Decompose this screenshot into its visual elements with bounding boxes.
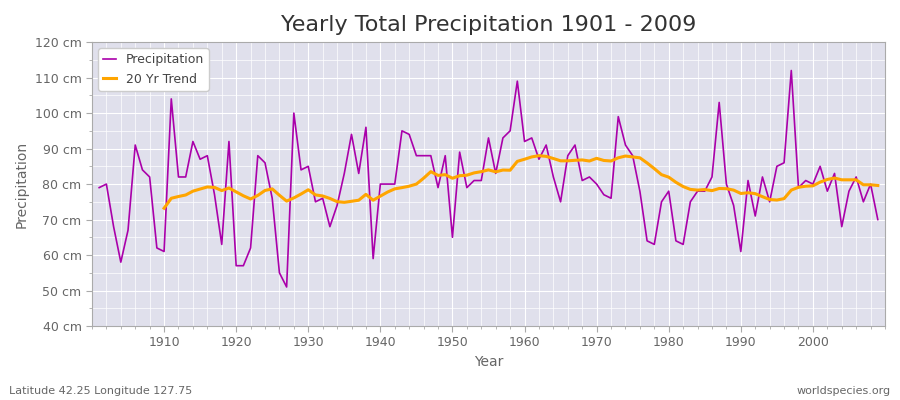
Y-axis label: Precipitation: Precipitation bbox=[15, 140, 29, 228]
Precipitation bbox=[872, 217, 883, 222]
Line: 20 Yr Trend: 20 Yr Trend bbox=[164, 156, 877, 208]
Precipitation bbox=[281, 284, 292, 289]
Precipitation bbox=[786, 68, 796, 73]
20 Yr Trend bbox=[158, 206, 169, 211]
Text: Latitude 42.25 Longitude 127.75: Latitude 42.25 Longitude 127.75 bbox=[9, 386, 193, 396]
Precipitation bbox=[94, 185, 104, 190]
20 Yr Trend bbox=[325, 196, 336, 201]
Legend: Precipitation, 20 Yr Trend: Precipitation, 20 Yr Trend bbox=[98, 48, 209, 91]
20 Yr Trend bbox=[822, 177, 832, 182]
20 Yr Trend bbox=[591, 156, 602, 161]
Precipitation bbox=[151, 246, 162, 250]
X-axis label: Year: Year bbox=[473, 355, 503, 369]
20 Yr Trend bbox=[295, 192, 306, 196]
Precipitation bbox=[613, 114, 624, 119]
Precipitation bbox=[526, 136, 537, 140]
20 Yr Trend bbox=[872, 183, 883, 188]
Precipitation bbox=[318, 196, 328, 201]
Line: Precipitation: Precipitation bbox=[99, 70, 878, 287]
Text: worldspecies.org: worldspecies.org bbox=[796, 386, 891, 396]
Precipitation bbox=[519, 139, 530, 144]
Title: Yearly Total Precipitation 1901 - 2009: Yearly Total Precipitation 1901 - 2009 bbox=[281, 15, 697, 35]
20 Yr Trend bbox=[843, 178, 854, 182]
Precipitation bbox=[361, 125, 372, 130]
20 Yr Trend bbox=[534, 153, 544, 158]
20 Yr Trend bbox=[526, 154, 537, 159]
